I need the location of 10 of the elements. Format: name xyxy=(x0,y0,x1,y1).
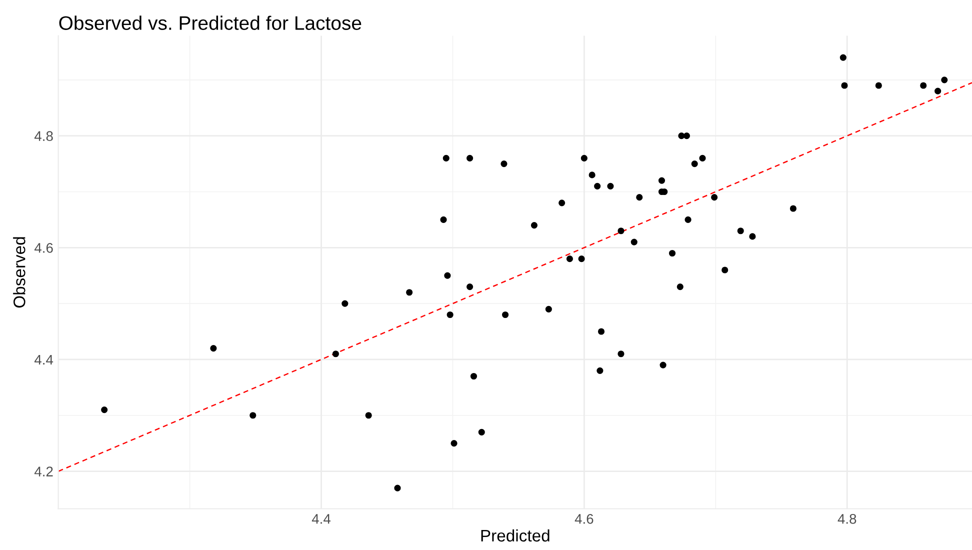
x-tick-label: 4.8 xyxy=(838,514,856,524)
y-tick-label: 4.6 xyxy=(34,242,53,253)
y-tick-label: 4.4 xyxy=(34,354,54,364)
y-tick-label: 4.2 xyxy=(34,466,53,476)
y-axis-title: Observed xyxy=(13,237,26,308)
chart-title: Observed vs. Predicted for Lactose xyxy=(59,16,362,30)
x-axis-title: Predicted xyxy=(481,529,550,542)
y-tick-label: 4.8 xyxy=(34,131,53,141)
x-tick-label: 4.6 xyxy=(574,514,594,524)
x-tick-label: 4.4 xyxy=(312,514,330,524)
